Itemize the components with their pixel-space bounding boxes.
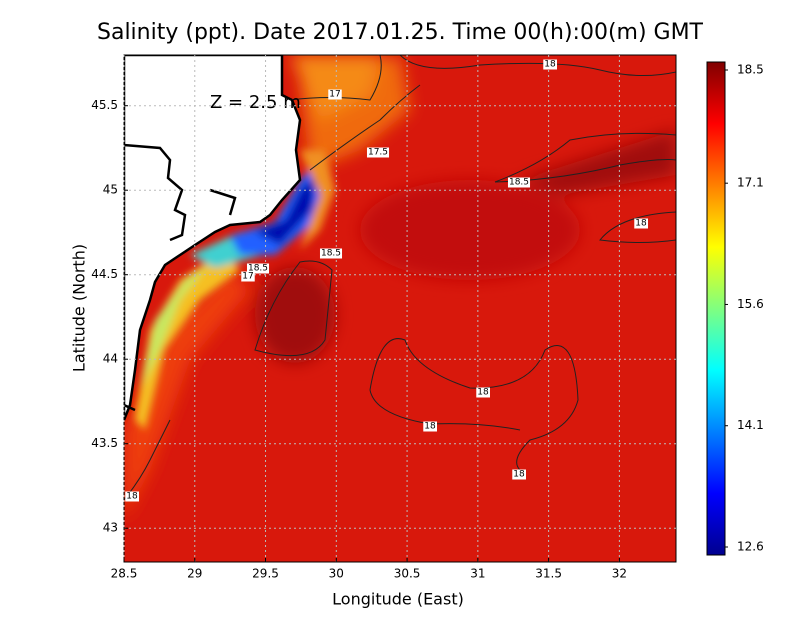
colorbar-tick-label: 12.6 <box>737 540 764 554</box>
contour-label: 17 <box>329 90 340 100</box>
contour-label: 18 <box>424 422 436 432</box>
contour-label-box <box>634 218 648 229</box>
contour-label: 17 <box>242 272 253 282</box>
colorbar-tick-label: 17.1 <box>737 176 764 190</box>
contour-label-box <box>507 177 531 188</box>
colorbar-tick-label: 14.1 <box>737 418 764 432</box>
y-axis-label: Latitude (North) <box>70 244 89 372</box>
title: Salinity (ppt). Date 2017.01.25. Time 00… <box>97 20 704 45</box>
x-tick-label: 28.5 <box>111 567 138 581</box>
border <box>124 143 187 242</box>
x-tick-label: 29.5 <box>252 567 279 581</box>
contour-label-box <box>125 491 139 502</box>
contour-label: 18 <box>635 219 647 229</box>
colorbar-scale <box>706 61 726 556</box>
contour-label-box <box>246 263 270 274</box>
contour-label: 18.5 <box>248 264 268 274</box>
y-tick-label: 43 <box>103 521 118 535</box>
land <box>124 55 302 421</box>
contour-label: 17.5 <box>368 148 388 158</box>
depth-label: Z = 2.5 m <box>210 92 301 113</box>
contour-label: 18 <box>513 470 525 480</box>
contour-label-box <box>512 469 526 480</box>
colorbar: 12.6 14.1 15.6 17.1 18.5 <box>706 61 764 556</box>
x-tick-label: 31.5 <box>535 567 562 581</box>
x-tick-label: 30 <box>329 567 344 581</box>
salinity-field <box>124 55 676 562</box>
x-axis-label: Longitude (East) <box>332 590 464 609</box>
y-tick-label: 45.5 <box>91 98 118 112</box>
x-tick-label: 32 <box>612 567 627 581</box>
contour-label: 18.5 <box>321 249 341 259</box>
border <box>124 188 237 412</box>
colorbar-tick-label: 15.6 <box>737 297 764 311</box>
y-tick-label: 43.5 <box>91 436 118 450</box>
contour-label-box <box>319 248 343 259</box>
plot-frame <box>123 54 677 563</box>
contour-label-box <box>476 387 490 398</box>
y-tick-label: 44 <box>103 352 118 366</box>
contour-label-box <box>543 59 557 70</box>
contour-label: 18 <box>477 388 489 398</box>
contour-label: 18 <box>544 60 556 70</box>
x-tick-label: 31 <box>470 567 485 581</box>
x-tick-label: 30.5 <box>394 567 421 581</box>
contour-label-box <box>423 421 437 432</box>
y-tick-label: 45 <box>103 183 118 197</box>
contour-label: 18 <box>126 492 138 502</box>
x-tick-label: 29 <box>187 567 202 581</box>
contour-label-box <box>366 147 390 158</box>
colorbar-tick-label: 18.5 <box>737 63 764 77</box>
contour-label-box <box>328 89 342 100</box>
contour-label: 18.5 <box>509 178 529 188</box>
contour-label-box <box>241 271 255 282</box>
y-tick-label: 44.5 <box>91 267 118 281</box>
